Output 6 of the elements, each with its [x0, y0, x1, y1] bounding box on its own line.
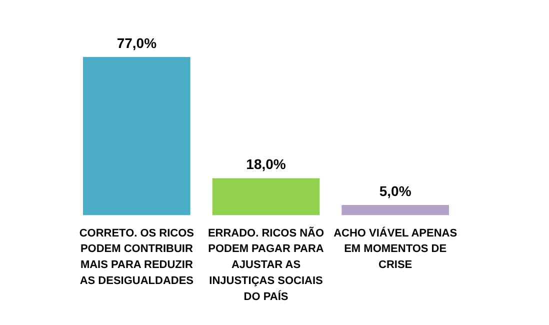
- data-label: 77,0%: [116, 34, 158, 51]
- x-tick-label: ERRADO. RICOS NÃO PODEM PAGAR PARA AJUSTAR AS INJUSTIÇAS SOCIAIS DO PAÍS: [208, 226, 324, 304]
- data-label: 18,0%: [246, 156, 286, 172]
- data-label: 5,0%: [379, 182, 412, 199]
- x-tick-label: CORRETO. OS RICOS PODEM CONTRIBUIR MAIS PARA REDUZIR AS DESIGUALDADES: [79, 227, 194, 288]
- x-tick-label: ACHO VIÁVEL APENAS EM MOMENTOS DE CRISE: [334, 226, 458, 272]
